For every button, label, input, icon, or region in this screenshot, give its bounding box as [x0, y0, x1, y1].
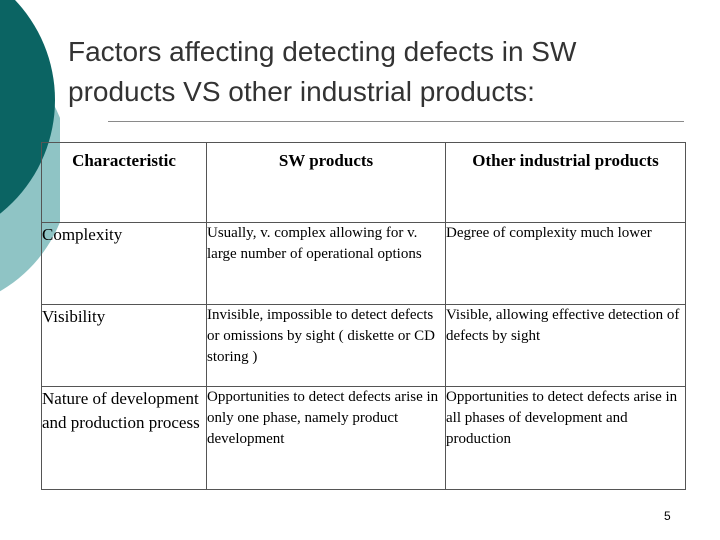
table-row: Nature of development and production pro… — [41, 386, 686, 490]
header-sw-products: SW products — [206, 142, 446, 223]
row-sw-value: Invisible, impossible to detect defects … — [206, 304, 446, 387]
row-other-value: Opportunities to detect defects arise in… — [445, 386, 686, 490]
table-row: Visibility Invisible, impossible to dete… — [41, 304, 686, 387]
table-row: Complexity Usually, v. complex allowing … — [41, 222, 686, 305]
slide-title: Factors affecting detecting defects in S… — [68, 36, 577, 107]
row-characteristic: Visibility — [41, 304, 207, 387]
row-characteristic: Nature of development and production pro… — [41, 386, 207, 490]
page-number: 5 — [664, 509, 671, 523]
row-sw-value: Opportunities to detect defects arise in… — [206, 386, 446, 490]
row-other-value: Visible, allowing effective detection of… — [445, 304, 686, 387]
header-other-products: Other industrial products — [445, 142, 686, 223]
row-sw-value: Usually, v. complex allowing for v. larg… — [206, 222, 446, 305]
row-other-value: Degree of complexity much lower — [445, 222, 686, 305]
row-characteristic: Complexity — [41, 222, 207, 305]
title-divider — [108, 121, 684, 122]
comparison-table: Characteristic SW products Other industr… — [41, 142, 686, 490]
header-row: Characteristic SW products Other industr… — [41, 142, 686, 223]
header-characteristic: Characteristic — [41, 142, 207, 223]
